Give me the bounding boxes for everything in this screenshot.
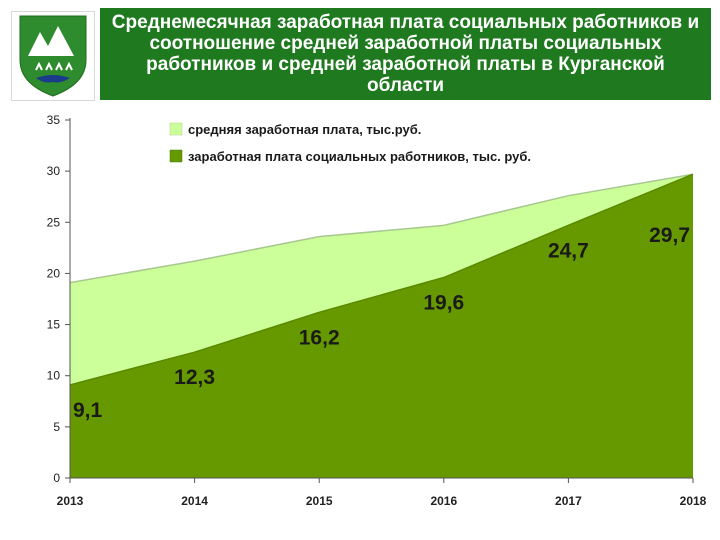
series-line-1 — [69, 173, 694, 284]
data-label: 29,7 — [649, 224, 690, 247]
y-tick-label: 20 — [47, 266, 61, 280]
x-tick-label: 2018 — [680, 494, 707, 508]
data-label: 24,7 — [548, 239, 589, 262]
y-tick-label: 35 — [47, 113, 61, 127]
data-label: 19,6 — [423, 292, 464, 315]
data-label: 12,3 — [174, 366, 215, 389]
x-tick-label: 2015 — [306, 494, 333, 508]
x-tick-label: 2013 — [57, 494, 84, 508]
x-tick-label: 2016 — [430, 494, 457, 508]
data-label: 16,2 — [299, 326, 340, 349]
legend: средняя заработная плата, тыс.руб. зарабо… — [169, 122, 531, 164]
x-tick-label: 2017 — [555, 494, 582, 508]
y-tick-label: 10 — [47, 369, 61, 383]
y-tick-label: 15 — [47, 318, 61, 332]
y-tick-label: 0 — [53, 471, 60, 485]
x-tick-label: 2014 — [181, 494, 208, 508]
y-tick-label: 5 — [53, 420, 60, 434]
chart-title: Среднемесячная заработная плата социальн… — [111, 12, 700, 96]
x-axis: 2013 2014 2015 2016 2017 2018 — [57, 477, 707, 508]
title-banner: Среднемесячная заработная плата социальн… — [100, 8, 711, 100]
legend-swatch — [169, 122, 183, 136]
legend-label: средняя заработная плата, тыс.руб. — [188, 122, 421, 137]
y-axis: 0 5 10 15 20 25 30 35 — [47, 113, 71, 485]
chart-areas — [69, 173, 694, 478]
series-area-2 — [70, 174, 693, 478]
legend-swatch — [169, 149, 183, 163]
y-tick-label: 25 — [47, 215, 61, 229]
series-line-2 — [69, 173, 694, 386]
kurgan-coat-of-arms-icon — [11, 11, 95, 101]
y-tick-label: 30 — [47, 164, 61, 178]
data-labels: 9,1 12,3 16,2 19,6 24,7 29,7 — [73, 224, 690, 422]
data-label: 9,1 — [73, 399, 103, 422]
legend-label: заработная плата социальных работников, … — [188, 149, 531, 164]
